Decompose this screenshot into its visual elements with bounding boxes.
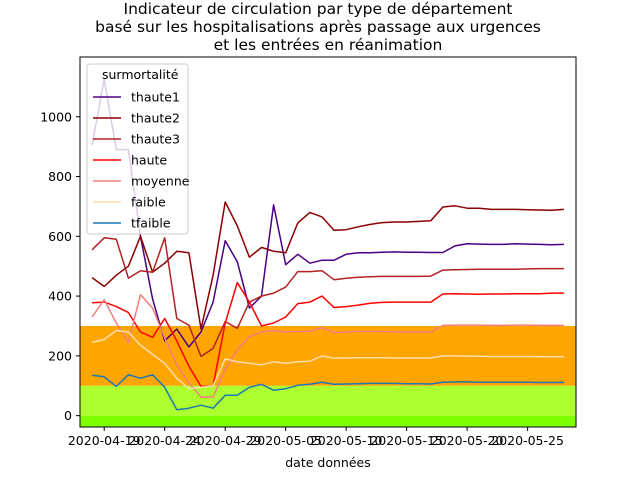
x-tick-label-7: 2020-05-25 <box>491 433 564 448</box>
series-line-faible <box>91 329 564 390</box>
chart-title-line-1: Indicateur de circulation par type de dé… <box>124 0 513 18</box>
x-axis: 2020-04-192020-04-242020-04-292020-05-05… <box>68 427 564 448</box>
x-tick-label-5: 2020-05-15 <box>370 433 443 448</box>
legend-label-haute: haute <box>131 153 167 168</box>
y-axis: 0 200 400 600 800 1000 <box>40 109 80 423</box>
legend-label-faible: faible <box>131 195 166 210</box>
x-tick-label-6: 2020-05-20 <box>431 433 504 448</box>
threshold-bands <box>80 325 576 427</box>
x-tick-label-2: 2020-04-29 <box>189 433 262 448</box>
series-line-thaute2 <box>91 201 564 330</box>
series-line-haute <box>92 281 564 388</box>
legend: surmortalité thaute1 thaute2 thaute3 haute m… <box>86 63 190 235</box>
chart-title-line-2: basé sur les hospitalisations après pass… <box>95 18 541 36</box>
band-0 <box>80 415 576 427</box>
legend-box <box>86 63 189 235</box>
series-line-tfaible <box>92 373 564 411</box>
y-tick-label-3: 600 <box>48 229 72 244</box>
legend-label-thaute2: thaute2 <box>131 111 180 126</box>
series-line-thaute3 <box>91 237 564 358</box>
legend-label-tfaible: tfaible <box>131 216 171 231</box>
chart-title-line-3: et les entrées en réanimation <box>214 36 443 54</box>
legend-title: surmortalité <box>102 67 179 82</box>
y-tick-label-1: 200 <box>48 348 72 363</box>
legend-label-thaute3: thaute3 <box>131 132 180 147</box>
y-tick-label-4: 800 <box>48 169 72 184</box>
y-tick-label-5: 1000 <box>40 109 72 124</box>
plot-lines <box>91 78 564 411</box>
x-tick-label-1: 2020-04-24 <box>128 433 201 448</box>
x-tick-label-3: 2020-05-05 <box>249 433 322 448</box>
plot-frame <box>79 56 577 428</box>
x-axis-label: date données <box>285 455 370 470</box>
legend-label-thaute1: thaute1 <box>131 90 180 105</box>
series-line-thaute1 <box>91 78 564 348</box>
x-tick-label-0: 2020-04-19 <box>68 433 141 448</box>
band-1 <box>80 385 576 416</box>
legend-label-moyenne: moyenne <box>131 174 190 189</box>
y-tick-label-0: 0 <box>64 408 72 423</box>
x-tick-label-4: 2020-05-10 <box>310 433 383 448</box>
series-line-moyenne <box>91 293 564 398</box>
y-tick-label-2: 400 <box>48 289 72 304</box>
